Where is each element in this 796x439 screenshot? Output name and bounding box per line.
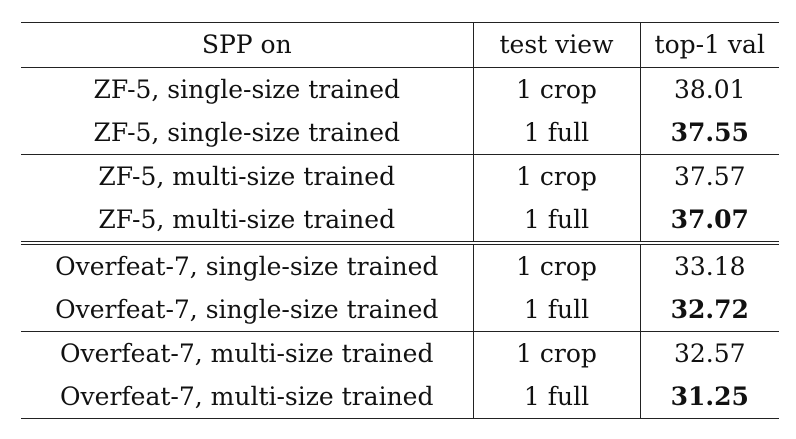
view-cell: 1 crop (472, 243, 640, 288)
value-cell: 33.18 (639, 243, 779, 288)
view-cell: 1 full (472, 111, 640, 155)
value-cell-best: 37.55 (639, 111, 779, 155)
results-table: SPP on test view top-1 val ZF-5, single-… (21, 22, 779, 419)
table-row: ZF-5, single-size trained 1 crop 38.01 (21, 67, 779, 111)
results-table-container: SPP on test view top-1 val ZF-5, single-… (21, 22, 779, 419)
header-top1-val: top-1 val (639, 22, 779, 68)
method-cell: Overfeat-7, single-size trained (21, 288, 473, 332)
table-row: Overfeat-7, single-size trained 1 full 3… (21, 288, 779, 332)
header-row: SPP on test view top-1 val (21, 22, 779, 68)
table-row: Overfeat-7, multi-size trained 1 crop 32… (21, 331, 779, 375)
view-cell: 1 crop (472, 331, 640, 375)
view-cell: 1 full (472, 198, 640, 245)
value-cell: 38.01 (639, 67, 779, 111)
method-cell: ZF-5, single-size trained (93, 75, 401, 104)
method-cell: Overfeat-7, single-size trained (55, 252, 439, 281)
method-cell: ZF-5, single-size trained (21, 111, 473, 155)
table-row: Overfeat-7, single-size trained 1 crop 3… (21, 243, 779, 288)
value-cell-best: 32.72 (639, 288, 779, 332)
view-cell: 1 crop (472, 154, 640, 198)
table-row: ZF-5, multi-size trained 1 full 37.07 (21, 198, 779, 245)
table-row: Overfeat-7, multi-size trained 1 full 31… (21, 375, 779, 419)
view-cell: 1 full (472, 288, 640, 332)
value-cell: 37.57 (639, 154, 779, 198)
view-cell: 1 crop (472, 67, 640, 111)
view-cell: 1 full (472, 375, 640, 419)
method-cell: Overfeat-7, multi-size trained (21, 375, 473, 419)
header-test-view: test view (472, 22, 640, 68)
method-cell: ZF-5, multi-size trained (98, 162, 396, 191)
method-cell: ZF-5, multi-size trained (21, 198, 473, 245)
value-cell-best: 31.25 (639, 375, 779, 419)
table-row: ZF-5, multi-size trained 1 crop 37.57 (21, 154, 779, 198)
value-cell: 32.57 (639, 331, 779, 375)
table-row: ZF-5, single-size trained 1 full 37.55 (21, 111, 779, 155)
header-spp-on: SPP on (21, 22, 473, 68)
method-cell: Overfeat-7, multi-size trained (60, 339, 434, 368)
value-cell-best: 37.07 (639, 198, 779, 245)
